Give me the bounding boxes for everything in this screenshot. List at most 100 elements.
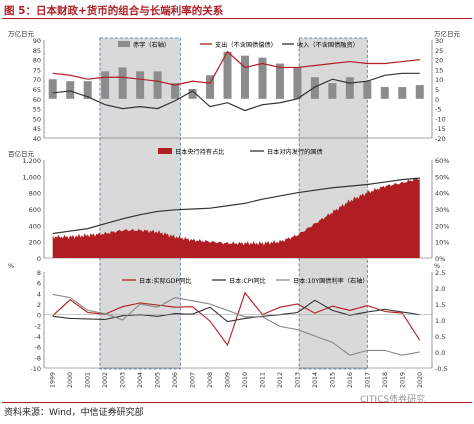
y-tick-label-left: 90: [33, 37, 41, 45]
deficit-bar: [380, 87, 389, 99]
y-tick-label-left: 0: [37, 312, 41, 320]
legend-label: 日本对内发行的国债: [267, 148, 323, 156]
y-tick-label-left: -6: [35, 344, 41, 352]
deficit-bar: [310, 77, 319, 99]
deficit-bar: [188, 89, 197, 99]
legend-label: 收入（不含国债融资）: [297, 41, 359, 49]
y-tick-label-left: 600: [29, 206, 41, 214]
y-tick-label-left: 40: [33, 135, 41, 143]
x-tick-label: 2013: [294, 372, 301, 388]
x-tick-label: 2006: [172, 372, 179, 388]
y-tick-label-left: 80: [33, 57, 41, 65]
deficit-bar: [48, 79, 57, 99]
y-axis-title-right: 万亿日元: [434, 29, 461, 38]
x-tick-label: 2015: [329, 372, 336, 388]
y-tick-label-left: -10: [30, 365, 41, 373]
rate-series-line: [52, 293, 420, 356]
boj-share-area: [52, 177, 420, 258]
y-tick-label-right: 0%: [435, 255, 445, 263]
deficit-bar: [101, 71, 110, 99]
x-tick-label: 2000: [67, 372, 74, 388]
x-tick-label: 2012: [277, 372, 284, 388]
y-tick-label-left: 400: [29, 222, 41, 230]
y-tick-label-left: 6: [37, 280, 41, 288]
deficit-bar: [206, 75, 215, 99]
deficit-bar: [328, 83, 337, 99]
y-tick-label-left: 60: [33, 96, 41, 104]
legend-label: 日本:10Y国债利率（右轴）: [293, 277, 369, 285]
y-tick-label-right: 20: [435, 57, 443, 65]
watermark: CITICS债券研究: [360, 395, 426, 405]
y-tick-label-left: 45: [33, 125, 41, 133]
x-tick-label: 2005: [155, 372, 162, 388]
x-tick-label: 2003: [120, 372, 127, 388]
y-tick-label-left: 2: [37, 301, 41, 309]
x-tick-label: 2010: [242, 372, 249, 388]
y-tick-label-right: 5: [435, 86, 439, 94]
y-tick-label-right: 0: [435, 96, 439, 104]
source-rule: [2, 402, 472, 403]
y-tick-label-right: 40%: [435, 190, 449, 198]
y-tick-label-left: 200: [29, 239, 41, 247]
deficit-bar: [258, 57, 267, 99]
x-tick-label: 2020: [417, 372, 424, 388]
y-tick-label-right: 1.0: [435, 317, 445, 325]
legend-label: 日本:实际GDP同比: [139, 277, 192, 285]
deficit-bar: [398, 87, 407, 99]
y-tick-label-right: 0.5: [435, 333, 445, 341]
deficit-bar: [153, 71, 162, 99]
x-tick-label: 2018: [382, 372, 389, 388]
y-tick-label-left: 8: [37, 269, 41, 277]
jgb-issuance-line: [52, 177, 420, 235]
x-tick-label: 2007: [190, 372, 197, 388]
x-tick-label: 2016: [347, 372, 354, 388]
y-tick-label-right: -20: [435, 135, 446, 143]
y-tick-label-left: 50: [33, 115, 41, 123]
y-tick-label-left: 75: [33, 66, 41, 74]
legend-swatch: [158, 148, 172, 154]
series-line: [52, 50, 420, 86]
title-rule: [2, 18, 472, 19]
y-tick-label-left: -8: [35, 354, 41, 362]
y-tick-label-right: -0.5: [435, 365, 448, 373]
y-tick-label-left: 55: [33, 106, 41, 114]
source-note: 资料来源：Wind，中信证券研究部: [4, 408, 144, 418]
y-tick-label-right: -15: [435, 125, 446, 133]
y-tick-label-left: 1,000: [22, 173, 41, 181]
y-tick-label-left: 0: [37, 255, 41, 263]
deficit-bar: [363, 81, 372, 99]
y-tick-label-left: 1,200: [22, 157, 41, 165]
y-axis-title-right: %: [434, 262, 440, 270]
y-tick-label-right: 30%: [435, 206, 449, 214]
x-tick-label: 2014: [312, 372, 319, 388]
legend-label: 日本央行持有占比: [175, 148, 225, 156]
y-tick-label-left: -2: [35, 322, 41, 330]
y-tick-label-right: 0.0: [435, 349, 445, 357]
y-axis-title-left: 百亿日元: [8, 149, 35, 158]
legend-label: 赤字（右轴）: [133, 41, 170, 49]
series-line: [52, 72, 420, 112]
y-tick-label-right: 10: [435, 76, 443, 84]
x-tick-label: 2011: [259, 372, 266, 388]
y-tick-label-left: 65: [33, 86, 41, 94]
y-tick-label-right: 60%: [435, 157, 449, 165]
deficit-bar: [171, 83, 180, 99]
x-tick-label: 2004: [137, 372, 144, 388]
y-tick-label-right: 20%: [435, 222, 449, 230]
y-tick-label-right: -5: [435, 106, 441, 114]
x-tick-label: 2008: [207, 372, 214, 388]
deficit-bar: [118, 67, 127, 99]
figure-title: 图 5：日本财政+货币的组合与长端利率的关系: [4, 5, 224, 17]
rate-series-line: [52, 299, 420, 323]
deficit-bar: [83, 81, 92, 99]
legend-label: 支出（不含国债偿债）: [215, 41, 277, 49]
rate-series-line: [52, 291, 421, 347]
y-axis-title-left: %: [8, 262, 14, 270]
deficit-bar: [240, 55, 249, 99]
x-tick-label: 2002: [102, 372, 109, 388]
deficit-bar: [275, 63, 284, 99]
deficit-bar: [345, 77, 354, 99]
x-tick-label: 2001: [85, 372, 92, 388]
y-tick-label-left: 85: [33, 47, 41, 55]
y-tick-label-right: 15: [435, 66, 443, 74]
